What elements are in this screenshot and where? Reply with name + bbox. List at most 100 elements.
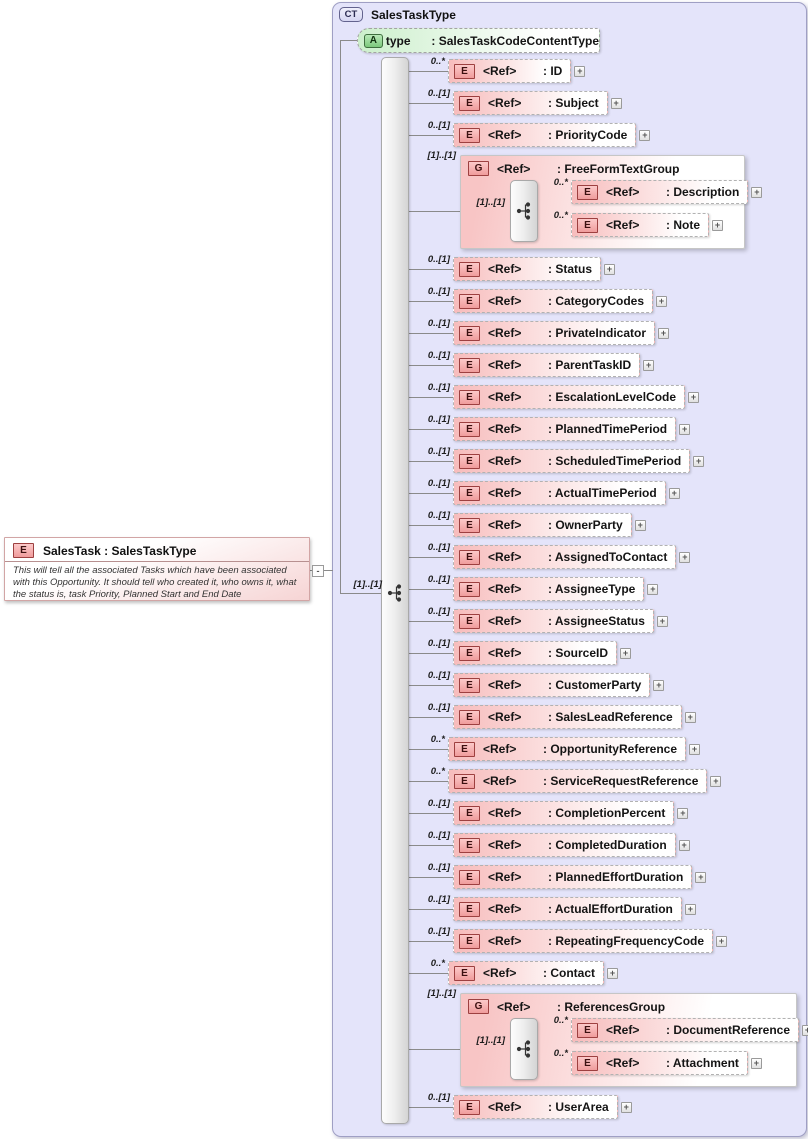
expand-button[interactable]: +: [610, 97, 622, 109]
element-label: : ActualEffortDuration: [548, 902, 673, 916]
expand-button[interactable]: +: [607, 967, 618, 979]
element-row: E <Ref>: Attachment +: [571, 1051, 762, 1075]
element-row: E <Ref>: ScheduledTimePeriod +: [453, 449, 705, 473]
element-box[interactable]: E <Ref>: ID: [448, 59, 572, 83]
element-box[interactable]: E <Ref>: SalesLeadReference: [453, 705, 682, 729]
element-box[interactable]: E <Ref>: CategoryCodes: [453, 289, 654, 313]
element-box[interactable]: E <Ref>: ServiceRequestReference: [448, 769, 708, 793]
element-box[interactable]: E <Ref>: Contact: [448, 961, 604, 985]
sequence-bar[interactable]: [510, 180, 538, 242]
connector-line: [409, 461, 453, 462]
attribute-box[interactable]: A type : SalesTaskCodeContentType: [357, 28, 600, 53]
expand-button[interactable]: +: [684, 903, 696, 915]
expand-button[interactable]: +: [643, 359, 655, 371]
ref-text: <Ref>: [488, 550, 522, 564]
collapse-button[interactable]: -: [312, 565, 324, 577]
element-box[interactable]: E <Ref>: Status: [453, 257, 602, 281]
expand-button[interactable]: +: [653, 679, 665, 691]
expand-button[interactable]: +: [620, 647, 632, 659]
expand-button[interactable]: +: [620, 1101, 632, 1113]
element-box[interactable]: E <Ref>: AssigneeStatus: [453, 609, 654, 633]
element-label: : PlannedEffortDuration: [548, 870, 684, 884]
element-box[interactable]: E <Ref>: PrivateIndicator: [453, 321, 656, 345]
element-box[interactable]: E <Ref>: ParentTaskID: [453, 353, 641, 377]
element-box[interactable]: E <Ref>: ActualEffortDuration: [453, 897, 682, 921]
element-box[interactable]: E <Ref>: PlannedEffortDuration: [453, 865, 693, 889]
expand-button[interactable]: +: [689, 743, 701, 755]
expand-button[interactable]: +: [678, 839, 690, 851]
sequence-icon: [516, 1038, 532, 1060]
element-box[interactable]: E <Ref>: PlannedTimePeriod: [453, 417, 677, 441]
expand-button[interactable]: +: [688, 391, 700, 403]
element-row: E <Ref>: ID +: [448, 59, 586, 83]
ref-text: <Ref>: [488, 96, 522, 110]
element-box[interactable]: E <Ref>: AssigneeType: [453, 577, 645, 601]
expand-button[interactable]: +: [712, 219, 723, 231]
cardinality-label: 0..[1]: [427, 542, 450, 553]
expand-button[interactable]: +: [639, 129, 651, 141]
element-box[interactable]: E <Ref>: Attachment: [571, 1051, 748, 1075]
expand-button[interactable]: +: [679, 551, 691, 563]
expand-button[interactable]: +: [647, 583, 659, 595]
sequence-bar[interactable]: [381, 57, 409, 1124]
element-box[interactable]: E <Ref>: ActualTimePeriod: [453, 481, 666, 505]
ref-text: <Ref>: [488, 358, 522, 372]
element-box[interactable]: E <Ref>: CustomerParty: [453, 673, 651, 697]
connector-line: [409, 301, 453, 302]
expand-button[interactable]: +: [750, 1057, 762, 1069]
ref-text: <Ref>: [606, 218, 640, 232]
element-badge: E: [459, 293, 480, 309]
element-box[interactable]: E <Ref>: RepeatingFrequencyCode: [453, 929, 714, 953]
element-box[interactable]: E <Ref>: DocumentReference: [571, 1018, 800, 1042]
element-row: E <Ref>: ActualEffortDuration +: [453, 897, 696, 921]
expand-button[interactable]: +: [604, 263, 616, 275]
element-box[interactable]: E <Ref>: SourceID: [453, 641, 618, 665]
cardinality-label: 0..[1]: [427, 798, 450, 809]
expand-button[interactable]: +: [656, 615, 668, 627]
element-box[interactable]: E <Ref>: PriorityCode: [453, 123, 637, 147]
element-box[interactable]: E <Ref>: CompletionPercent: [453, 801, 675, 825]
element-badge: E: [459, 933, 480, 949]
expand-button[interactable]: +: [802, 1024, 808, 1036]
expand-button[interactable]: +: [656, 295, 668, 307]
expand-button[interactable]: +: [751, 186, 763, 198]
cardinality-label: 0..*: [430, 766, 445, 777]
group-badge: G: [468, 999, 489, 1014]
expand-button[interactable]: +: [679, 423, 691, 435]
cardinality-label: 0..[1]: [427, 120, 450, 131]
expand-button[interactable]: +: [668, 487, 680, 499]
connector-line: [409, 1107, 453, 1108]
element-label: : OpportunityReference: [543, 742, 678, 756]
root-element-box[interactable]: E SalesTask : SalesTaskType This will te…: [4, 537, 310, 601]
expand-button[interactable]: +: [716, 935, 728, 947]
element-box[interactable]: E <Ref>: OpportunityReference: [448, 737, 687, 761]
element-box[interactable]: E <Ref>: Note: [571, 213, 709, 237]
attribute-type: : SalesTaskCodeContentType: [431, 33, 599, 48]
expand-button[interactable]: +: [693, 455, 705, 467]
expand-button[interactable]: +: [677, 807, 689, 819]
expand-button[interactable]: +: [574, 65, 586, 77]
element-box[interactable]: E <Ref>: UserArea: [453, 1095, 618, 1119]
element-box[interactable]: E <Ref>: ScheduledTimePeriod: [453, 449, 691, 473]
expand-button[interactable]: +: [658, 327, 670, 339]
element-box[interactable]: E <Ref>: CompletedDuration: [453, 833, 676, 857]
element-box[interactable]: E <Ref>: EscalationLevelCode: [453, 385, 686, 409]
element-row: E <Ref>: PriorityCode +: [453, 123, 651, 147]
connector-line: [409, 685, 453, 686]
connector-line: [409, 813, 453, 814]
expand-button[interactable]: +: [710, 775, 722, 787]
spine-line: [340, 40, 341, 593]
group-header: G <Ref>: FreeFormTextGroup: [461, 156, 744, 181]
element-box[interactable]: E <Ref>: OwnerParty: [453, 513, 632, 537]
cardinality-label: 0..[1]: [427, 350, 450, 361]
element-row: E <Ref>: RepeatingFrequencyCode +: [453, 929, 728, 953]
element-box[interactable]: E <Ref>: Description: [571, 180, 749, 204]
cardinality-label: 0..[1]: [427, 414, 450, 425]
element-box[interactable]: E <Ref>: Subject: [453, 91, 608, 115]
cardinality-label: 0..[1]: [427, 926, 450, 937]
expand-button[interactable]: +: [695, 871, 707, 883]
expand-button[interactable]: +: [634, 519, 646, 531]
element-box[interactable]: E <Ref>: AssignedToContact: [453, 545, 677, 569]
expand-button[interactable]: +: [684, 711, 696, 723]
element-badge: E: [454, 63, 475, 79]
